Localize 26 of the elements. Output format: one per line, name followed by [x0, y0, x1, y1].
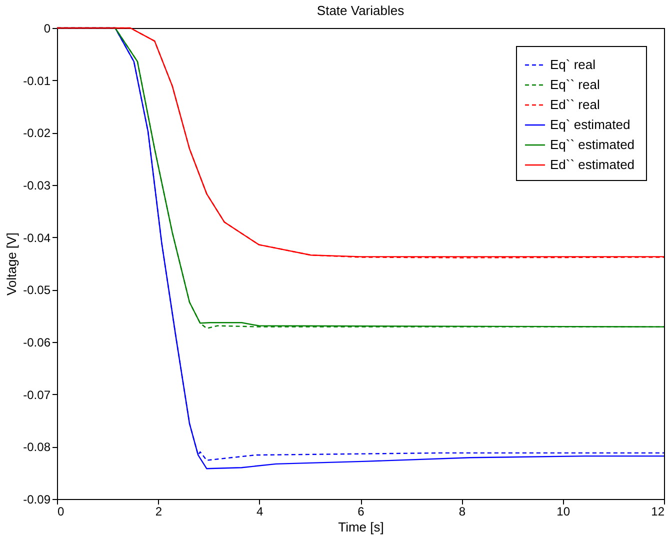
y-tick-label: -0.09: [23, 492, 51, 506]
x-tick-label: 10: [556, 504, 570, 518]
legend-label: Eq`` estimated: [550, 137, 635, 152]
legend-label: Eq` real: [550, 57, 596, 72]
x-tick-label: 0: [58, 504, 64, 518]
x-tick-label: 6: [358, 504, 365, 518]
y-tick-label: -0.04: [23, 230, 51, 245]
x-tick-label: 12: [651, 504, 665, 518]
y-tick-label: -0.07: [23, 388, 51, 402]
x-tick-label: 4: [256, 504, 264, 518]
y-tick-label: -0.06: [23, 336, 51, 350]
x-axis-title: Time [s]: [338, 520, 384, 534]
legend-label: Eq` estimated: [550, 117, 630, 132]
x-tick-label: 2: [155, 504, 162, 518]
y-axis-title: Voltage [V]: [4, 232, 20, 296]
y-tick-label: -0.03: [23, 178, 51, 192]
y-tick-label: -0.05: [23, 283, 51, 298]
legend-label: Ed`` real: [550, 97, 600, 112]
legend-label: Eq`` real: [550, 77, 600, 92]
legend-label: Ed`` estimated: [550, 157, 635, 172]
chart-title: State Variables: [316, 3, 405, 18]
y-tick-label: 0: [44, 22, 51, 36]
x-tick-label: 8: [458, 504, 466, 518]
y-tick-label: -0.01: [23, 74, 51, 88]
y-tick-label: -0.02: [23, 126, 51, 140]
y-tick-label: -0.08: [23, 440, 51, 454]
